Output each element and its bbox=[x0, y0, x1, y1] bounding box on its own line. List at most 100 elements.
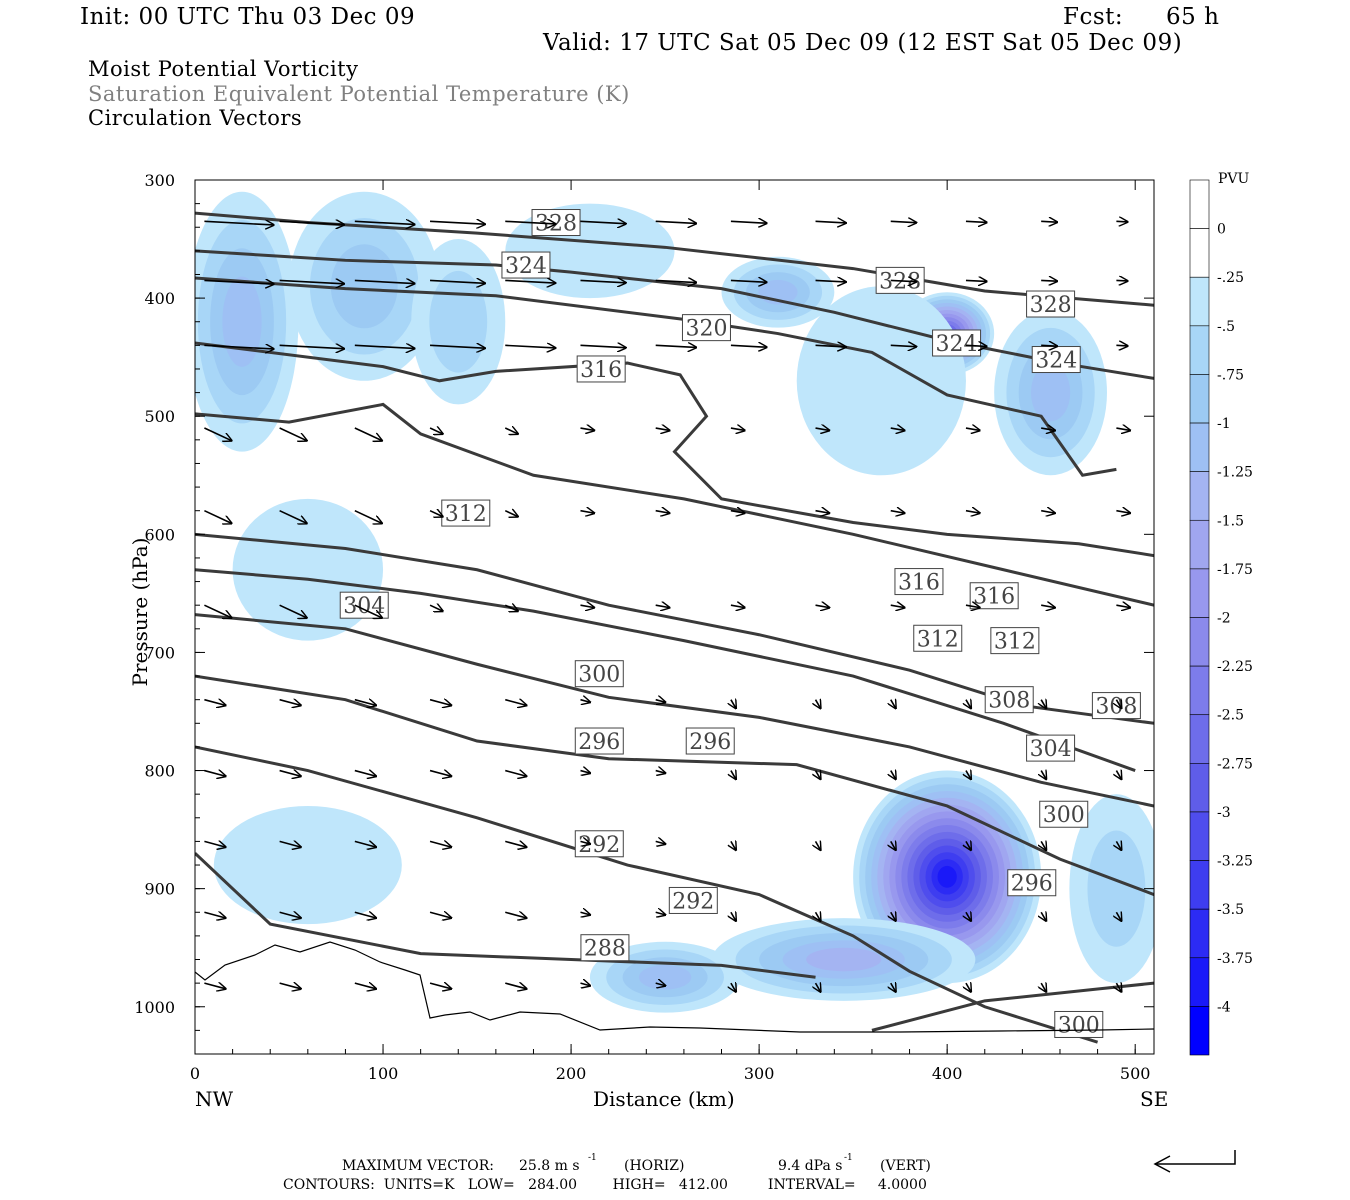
pv-region-2-level-1 bbox=[429, 270, 488, 373]
vector-arrow bbox=[965, 280, 987, 281]
colorbar-label: -2.25 bbox=[1217, 659, 1253, 675]
vector-arrow bbox=[966, 700, 971, 709]
vector-arrow bbox=[816, 700, 821, 709]
theta-contour-288-10 bbox=[195, 852, 816, 979]
vector-arrow bbox=[204, 771, 225, 777]
theta-contour-316-3 bbox=[195, 341, 1154, 558]
pv-region-9-level-4 bbox=[806, 947, 882, 972]
vector-arrow bbox=[1116, 221, 1127, 222]
vector-arrow bbox=[580, 280, 625, 282]
vector-arrow bbox=[354, 604, 382, 618]
vector-arrow bbox=[1041, 511, 1055, 513]
vector-arrow bbox=[816, 841, 821, 850]
y-tick-label: 600 bbox=[144, 525, 175, 544]
theta-label-324: 324 bbox=[501, 251, 551, 279]
colorbar-swatch bbox=[1189, 519, 1210, 570]
vector-arrow bbox=[730, 221, 767, 223]
colorbar-label: -4 bbox=[1217, 999, 1231, 1015]
vector-arrow bbox=[815, 221, 846, 223]
vector-arrow bbox=[204, 509, 231, 524]
vector-arrow bbox=[1116, 912, 1121, 921]
svg-text:300: 300 bbox=[1058, 1013, 1100, 1038]
x-right-label: SE bbox=[1140, 1087, 1169, 1111]
valid-time: Valid: 17 UTC Sat 05 Dec 09 (12 EST Sat … bbox=[543, 30, 1183, 56]
vector-arrow bbox=[655, 912, 666, 915]
vector-arrow bbox=[1041, 771, 1046, 780]
vector-arrow bbox=[815, 511, 830, 513]
vector-arrow bbox=[966, 841, 971, 850]
vector-arrow bbox=[354, 221, 415, 224]
vector-arrow bbox=[731, 841, 736, 850]
vector-arrow bbox=[580, 983, 590, 986]
pv-region-12-level-0 bbox=[213, 805, 402, 925]
vector-arrow bbox=[1041, 345, 1057, 346]
theta-contour-324-1 bbox=[195, 249, 1154, 380]
svg-text:308: 308 bbox=[988, 689, 1030, 714]
colorbar-swatch bbox=[1189, 422, 1210, 472]
vector-arrow bbox=[580, 605, 594, 607]
pv-region-6-level-0 bbox=[796, 286, 966, 476]
x-tick-label: 100 bbox=[368, 1064, 399, 1083]
circulation-vectors bbox=[204, 221, 1130, 991]
vector-arrow bbox=[279, 509, 307, 524]
colorbar-swatch bbox=[1189, 374, 1210, 424]
y-axis-title: Pressure (hPa) bbox=[128, 537, 152, 687]
vector-arrow bbox=[580, 511, 594, 513]
vector-arrow bbox=[279, 771, 301, 777]
vector-arrow bbox=[655, 771, 666, 774]
field-label-mpv: Moist Potential Vorticity bbox=[88, 57, 359, 81]
colorbar-label: -.25 bbox=[1217, 270, 1244, 286]
max-vector-horiz: 25.8 m s bbox=[519, 1158, 580, 1174]
colorbar-unit: PVU bbox=[1218, 171, 1250, 187]
vector-arrow bbox=[655, 700, 666, 703]
vector-arrow bbox=[1116, 771, 1121, 780]
theta-label-300: 300 bbox=[574, 660, 624, 688]
theta-contour-300-6 bbox=[195, 613, 1154, 808]
colorbar-label: 0 bbox=[1217, 222, 1226, 238]
vector-arrow bbox=[890, 428, 905, 430]
colorbar-swatch bbox=[1189, 908, 1210, 959]
vector-arrow bbox=[966, 983, 971, 992]
svg-text:328: 328 bbox=[1030, 293, 1072, 318]
svg-text:304: 304 bbox=[343, 594, 385, 619]
vector-arrow bbox=[655, 511, 670, 513]
theta-label-320: 320 bbox=[681, 314, 731, 342]
colorbar-swatch bbox=[1189, 714, 1210, 764]
vector-arrow bbox=[890, 511, 905, 513]
vector-arrow bbox=[1041, 428, 1055, 430]
vector-arrow bbox=[816, 983, 821, 992]
y-tick-label: 700 bbox=[144, 643, 175, 662]
vector-arrow bbox=[279, 221, 345, 224]
vector-arrow bbox=[965, 605, 980, 607]
vector-arrow bbox=[891, 912, 896, 921]
colorbar-label: -2.5 bbox=[1217, 708, 1244, 724]
theta-label-296: 296 bbox=[574, 727, 624, 755]
svg-text:296: 296 bbox=[578, 730, 620, 755]
theta-label-308: 308 bbox=[1091, 692, 1141, 720]
vector-arrow bbox=[730, 428, 745, 430]
vector-arrow bbox=[505, 983, 526, 989]
vector-arrow bbox=[430, 280, 485, 283]
colorbar-label: -.5 bbox=[1217, 319, 1235, 335]
vector-arrow bbox=[429, 912, 451, 918]
colorbar-label: -1.25 bbox=[1217, 465, 1253, 481]
theta-contour-300-11 bbox=[871, 981, 1154, 1032]
vector-arrow bbox=[1041, 280, 1057, 281]
pv-region-0-level-3 bbox=[222, 276, 262, 367]
theta-label-304: 304 bbox=[339, 591, 389, 619]
vector-arrow bbox=[730, 605, 745, 607]
svg-text:296: 296 bbox=[689, 730, 731, 755]
vector-arrow bbox=[1116, 511, 1130, 513]
theta-label-296: 296 bbox=[685, 727, 735, 755]
vector-arrow bbox=[655, 345, 697, 347]
vector-arrow bbox=[430, 221, 485, 224]
vector-arrow bbox=[505, 221, 555, 224]
pv-region-10-level-3 bbox=[638, 964, 692, 990]
max-vector-vert-unit: (VERT) bbox=[880, 1158, 931, 1174]
svg-text:320: 320 bbox=[685, 317, 727, 342]
vector-arrow bbox=[204, 912, 225, 918]
svg-text:292: 292 bbox=[578, 833, 620, 858]
vector-arrow bbox=[354, 509, 382, 524]
theta-label-296: 296 bbox=[1007, 869, 1057, 897]
